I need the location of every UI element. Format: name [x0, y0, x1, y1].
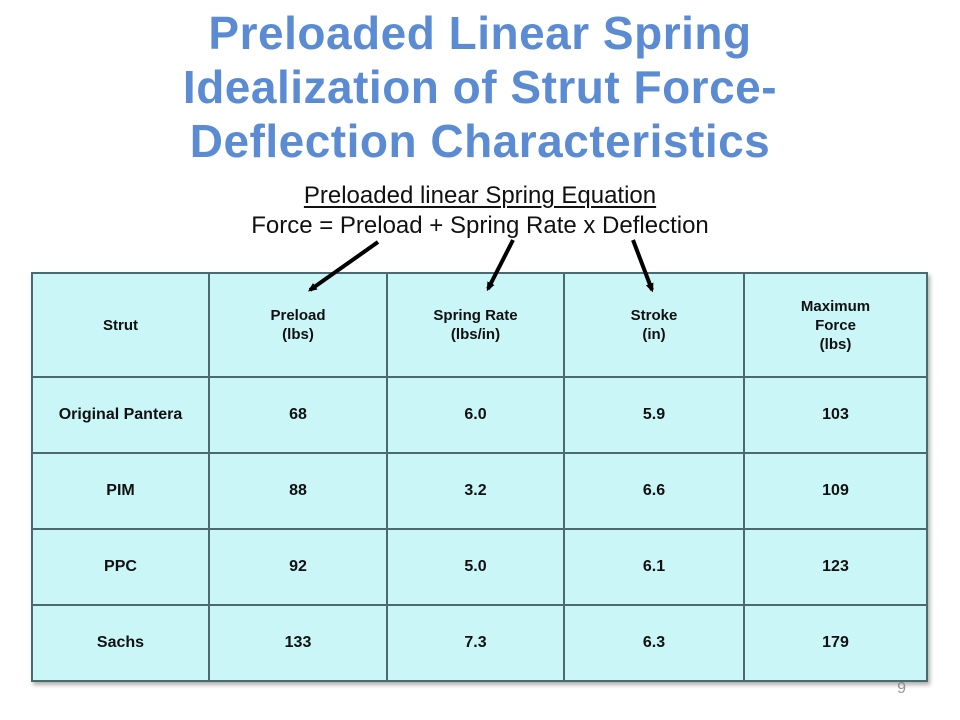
cell-max-force: 103: [743, 376, 928, 454]
cell-spring-rate: 5.0: [386, 528, 565, 606]
table-row: Sachs 133 7.3 6.3 179: [31, 604, 928, 682]
table-row: Original Pantera 68 6.0 5.9 103: [31, 376, 928, 454]
column-header-maximum-force: Maximum Force (lbs): [743, 272, 928, 378]
equation-block: Preloaded linear Spring Equation Force =…: [0, 181, 960, 241]
table-row: PPC 92 5.0 6.1 123: [31, 528, 928, 606]
cell-preload: 88: [208, 452, 388, 530]
table-header-row: Strut Preload (lbs) Spring Rate (lbs/in) S…: [31, 272, 928, 378]
slide-title: Preloaded Linear Spring Idealization of …: [0, 6, 960, 168]
cell-spring-rate: 3.2: [386, 452, 565, 530]
cell-max-force: 123: [743, 528, 928, 606]
table-row: PIM 88 3.2 6.6 109: [31, 452, 928, 530]
cell-max-force: 109: [743, 452, 928, 530]
cell-strut: Sachs: [31, 604, 210, 682]
cell-preload: 68: [208, 376, 388, 454]
cell-strut: Original Pantera: [31, 376, 210, 454]
column-header-stroke: Stroke (in): [563, 272, 745, 378]
cell-stroke: 5.9: [563, 376, 745, 454]
cell-stroke: 6.6: [563, 452, 745, 530]
strut-data-table: Strut Preload (lbs) Spring Rate (lbs/in) S…: [31, 272, 928, 682]
column-header-strut: Strut: [31, 272, 210, 378]
equation-formula: Force = Preload + Spring Rate x Deflecti…: [251, 212, 709, 239]
cell-stroke: 6.1: [563, 528, 745, 606]
cell-stroke: 6.3: [563, 604, 745, 682]
title-line-1: Preloaded Linear Spring: [208, 7, 752, 59]
cell-preload: 133: [208, 604, 388, 682]
cell-preload: 92: [208, 528, 388, 606]
column-header-preload: Preload (lbs): [208, 272, 388, 378]
page-number: 9: [897, 680, 906, 697]
equation-heading: Preloaded linear Spring Equation: [303, 182, 657, 209]
cell-spring-rate: 6.0: [386, 376, 565, 454]
title-line-2: Idealization of Strut Force-: [182, 61, 778, 113]
cell-max-force: 179: [743, 604, 928, 682]
cell-strut: PPC: [31, 528, 210, 606]
title-line-3: Deflection Characteristics: [189, 115, 771, 167]
cell-spring-rate: 7.3: [386, 604, 565, 682]
cell-strut: PIM: [31, 452, 210, 530]
equation-heading-line: Preloaded linear Spring Equation: [0, 181, 960, 211]
column-header-spring-rate: Spring Rate (lbs/in): [386, 272, 565, 378]
